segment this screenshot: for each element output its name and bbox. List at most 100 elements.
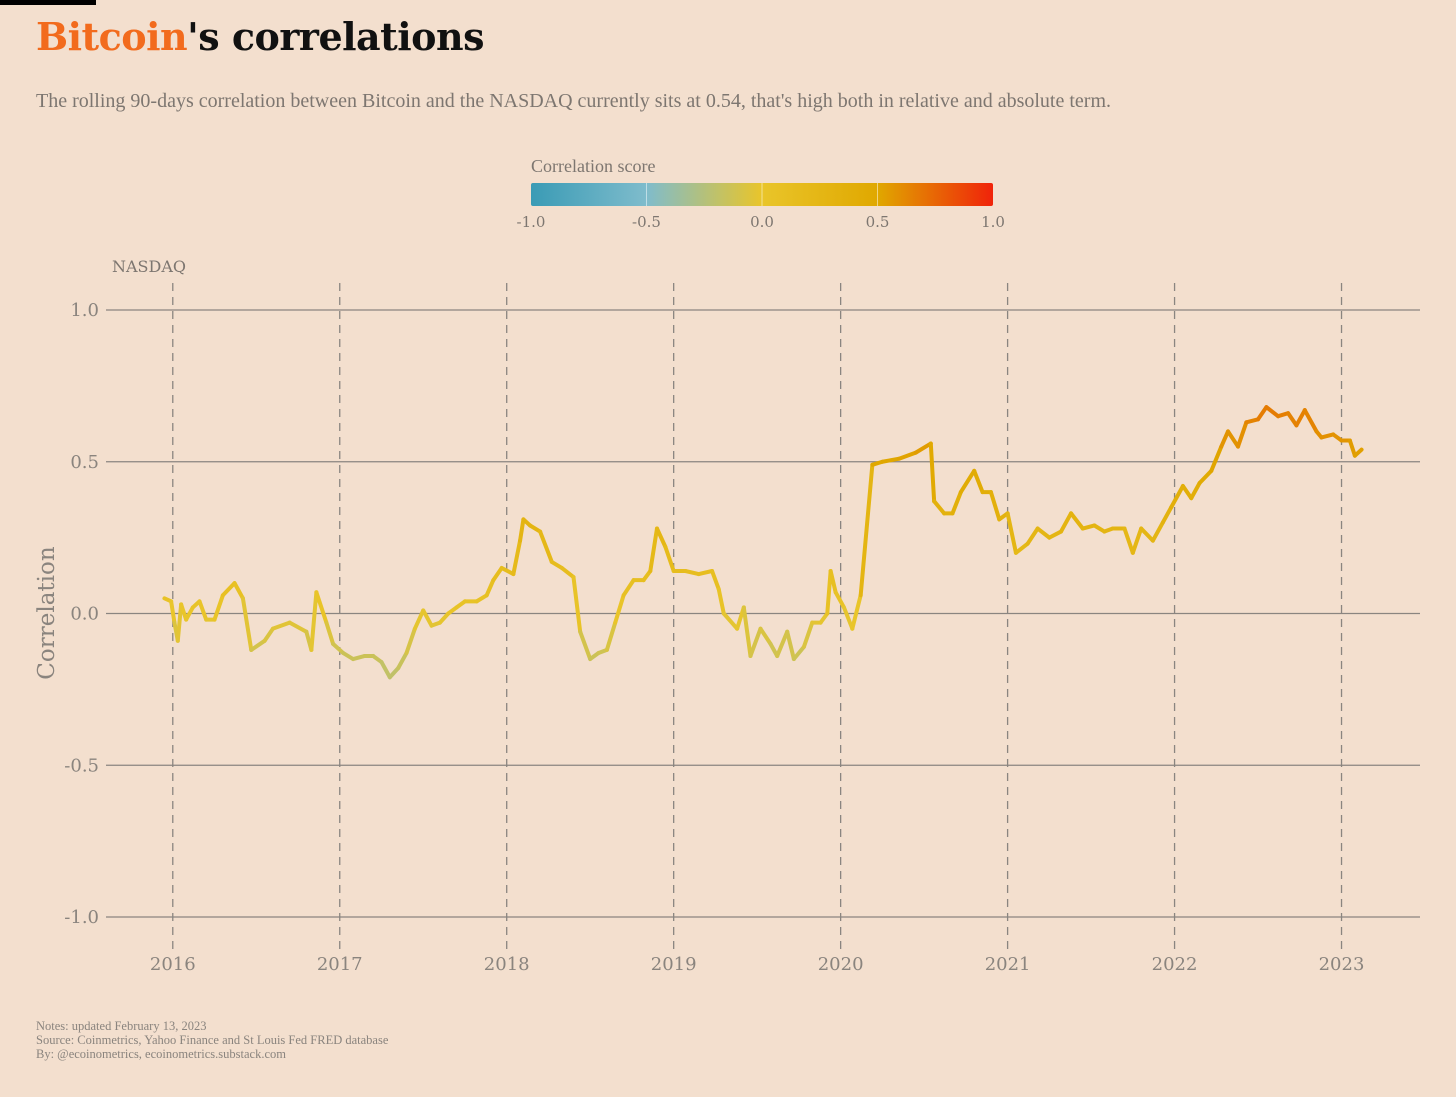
correlation-line-segment (950, 490, 963, 516)
correlation-line-segment (1236, 420, 1249, 449)
correlation-line-segment (1013, 541, 1030, 555)
correlation-line-segment (1286, 411, 1299, 428)
correlation-line-segment (387, 666, 401, 680)
correlation-line-segment (1302, 408, 1319, 434)
x-tick-label: 2016 (150, 954, 196, 975)
correlation-line-segment (262, 626, 275, 643)
x-tick-label: 2017 (317, 954, 363, 975)
x-tick-label: 2018 (484, 954, 530, 975)
correlation-line-segment (571, 575, 583, 634)
correlation-line-segment (437, 611, 451, 625)
correlation-line-segment (1005, 511, 1018, 555)
correlation-line-segment (775, 629, 790, 658)
y-axis-title: Correlation (34, 546, 60, 680)
legend-tick-label: -1.0 (517, 213, 546, 231)
legend-tick-label: -0.5 (632, 213, 661, 231)
correlation-line-segment (785, 629, 796, 662)
correlation-line-segment (748, 626, 763, 658)
correlation-line-segment (1047, 529, 1064, 540)
y-tick-label: -0.5 (64, 755, 99, 776)
correlation-line-segment (858, 462, 875, 598)
correlation-line-segment (324, 620, 336, 646)
footer-notes: Notes: updated February 13, 2023 Source:… (36, 1019, 388, 1061)
correlation-line-segment (1244, 417, 1261, 425)
correlation-line-segment (721, 611, 740, 631)
correlation-line-segment (621, 578, 636, 598)
x-tick-label: 2023 (1319, 954, 1365, 975)
correlation-line-segment (741, 605, 753, 658)
correlation-line-segment (538, 529, 554, 564)
notes-byline: By: @ecoinometrics, ecoinometrics.substa… (36, 1047, 286, 1061)
correlation-line-segment (932, 499, 947, 516)
correlation-line-segment (1225, 429, 1241, 449)
correlation-line-segment (841, 605, 855, 631)
correlation-line-segment (1352, 447, 1364, 458)
correlation-line-segment (913, 441, 933, 455)
correlation-line-segment (801, 620, 815, 649)
chart-title: Bitcoin's correlations (36, 14, 485, 59)
correlation-line-segment (1189, 480, 1202, 501)
correlation-line-segment (484, 578, 496, 598)
correlation-line-segment (833, 590, 846, 610)
correlation-line-segment (850, 593, 863, 631)
series-label: NASDAQ (112, 257, 186, 276)
correlation-line-segment (1080, 523, 1097, 531)
correlation-line-segment (518, 517, 526, 543)
notes-source: Source: Coinmetrics, Yahoo Finance and S… (36, 1033, 389, 1047)
correlation-line-segment (1209, 444, 1224, 473)
correlation-line-segment (1069, 511, 1085, 531)
correlation-line-segment (1197, 468, 1214, 485)
correlation-line-segment (654, 526, 668, 549)
correlation-line-segment (828, 569, 838, 595)
correlation-line-segment (604, 620, 618, 652)
correlation-line-segment (880, 456, 902, 464)
correlation-line-segment (197, 599, 209, 622)
correlation-line-segment (928, 441, 937, 504)
y-tick-label: -1.0 (64, 907, 99, 928)
correlation-line-segment (1130, 526, 1144, 555)
y-tick-label: 0.0 (70, 604, 99, 625)
correlation-line-segment (696, 569, 715, 577)
chart-subtitle: The rolling 90-days correlation between … (36, 90, 1112, 112)
correlation-line-segment (1160, 505, 1174, 525)
correlation-line-segment (1256, 405, 1269, 422)
correlation-line-segment (396, 650, 409, 671)
correlation-line-segment (1347, 438, 1357, 458)
correlation-line-segment (1219, 429, 1230, 449)
correlation-line-segment (791, 644, 806, 662)
correlation-line-segment (511, 538, 523, 577)
correlation-line-segment (1180, 484, 1194, 501)
correlation-line-segment (613, 593, 626, 625)
correlation-line-segment (1319, 432, 1336, 440)
correlation-line-segment (758, 626, 773, 646)
correlation-line-segment (314, 590, 329, 625)
legend-tick-label: 0.5 (866, 213, 890, 231)
correlation-line-segment (240, 596, 254, 652)
correlation-line-segment (825, 569, 833, 616)
correlation-line-segment (404, 626, 417, 655)
correlation-line-segment (212, 593, 225, 622)
correlation-line-segment (412, 608, 426, 631)
correlation-line-segment (958, 468, 977, 495)
correlation-line-segment (578, 629, 593, 662)
correlation-line-segment (559, 565, 576, 580)
correlation-line-segment (1025, 526, 1040, 546)
correlation-line-segment (972, 468, 985, 495)
title-rest: 's correlations (187, 14, 485, 59)
correlation-line-segment (1059, 511, 1074, 534)
correlation-line-segment (232, 581, 245, 601)
correlation-line-segment (175, 602, 184, 643)
correlation-line-segment (988, 490, 1002, 522)
y-tick-label: 0.5 (70, 452, 99, 473)
legend-tick-label: 0.0 (750, 213, 774, 231)
legend-title: Correlation score (531, 156, 655, 176)
correlation-line-segment (331, 641, 346, 655)
correlation-line-segment (1150, 520, 1165, 543)
legend-tick-label: 1.0 (981, 213, 1005, 231)
correlation-line-segment (710, 569, 721, 592)
correlation-line-segment (1035, 526, 1052, 540)
correlation-line-segment (897, 450, 918, 461)
title-accent: Bitcoin (36, 14, 188, 59)
y-tick-label: 1.0 (70, 300, 99, 321)
correlation-line-segment (683, 569, 701, 577)
